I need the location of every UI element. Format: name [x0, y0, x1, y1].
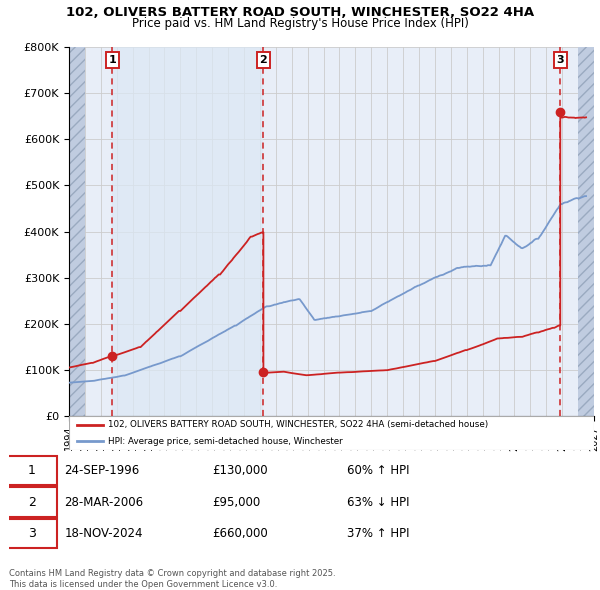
Text: 2: 2 [260, 55, 267, 65]
Text: 18-NOV-2024: 18-NOV-2024 [64, 527, 143, 540]
Bar [112, 47, 263, 416]
Text: 28-MAR-2006: 28-MAR-2006 [64, 496, 143, 509]
Text: 3: 3 [28, 527, 35, 540]
Text: £95,000: £95,000 [212, 496, 261, 509]
Text: HPI: Average price, semi-detached house, Winchester: HPI: Average price, semi-detached house,… [109, 437, 343, 446]
Text: 60% ↑ HPI: 60% ↑ HPI [347, 464, 409, 477]
FancyBboxPatch shape [6, 519, 58, 548]
Text: £130,000: £130,000 [212, 464, 268, 477]
Text: 102, OLIVERS BATTERY ROAD SOUTH, WINCHESTER, SO22 4HA (semi-detached house): 102, OLIVERS BATTERY ROAD SOUTH, WINCHES… [109, 420, 488, 430]
Text: Price paid vs. HM Land Registry's House Price Index (HPI): Price paid vs. HM Land Registry's House … [131, 17, 469, 30]
Text: 1: 1 [109, 55, 116, 65]
Text: 63% ↓ HPI: 63% ↓ HPI [347, 496, 409, 509]
Text: £660,000: £660,000 [212, 527, 268, 540]
Text: 24-SEP-1996: 24-SEP-1996 [64, 464, 140, 477]
Text: 2: 2 [28, 496, 35, 509]
Text: 1: 1 [28, 464, 35, 477]
Bar [69, 47, 85, 416]
Text: 102, OLIVERS BATTERY ROAD SOUTH, WINCHESTER, SO22 4HA: 102, OLIVERS BATTERY ROAD SOUTH, WINCHES… [66, 6, 534, 19]
FancyBboxPatch shape [69, 416, 594, 450]
Text: 3: 3 [556, 55, 564, 65]
FancyBboxPatch shape [6, 456, 58, 486]
Text: Contains HM Land Registry data © Crown copyright and database right 2025.
This d: Contains HM Land Registry data © Crown c… [9, 569, 335, 589]
Text: 37% ↑ HPI: 37% ↑ HPI [347, 527, 409, 540]
Bar [578, 47, 594, 416]
FancyBboxPatch shape [6, 487, 58, 517]
